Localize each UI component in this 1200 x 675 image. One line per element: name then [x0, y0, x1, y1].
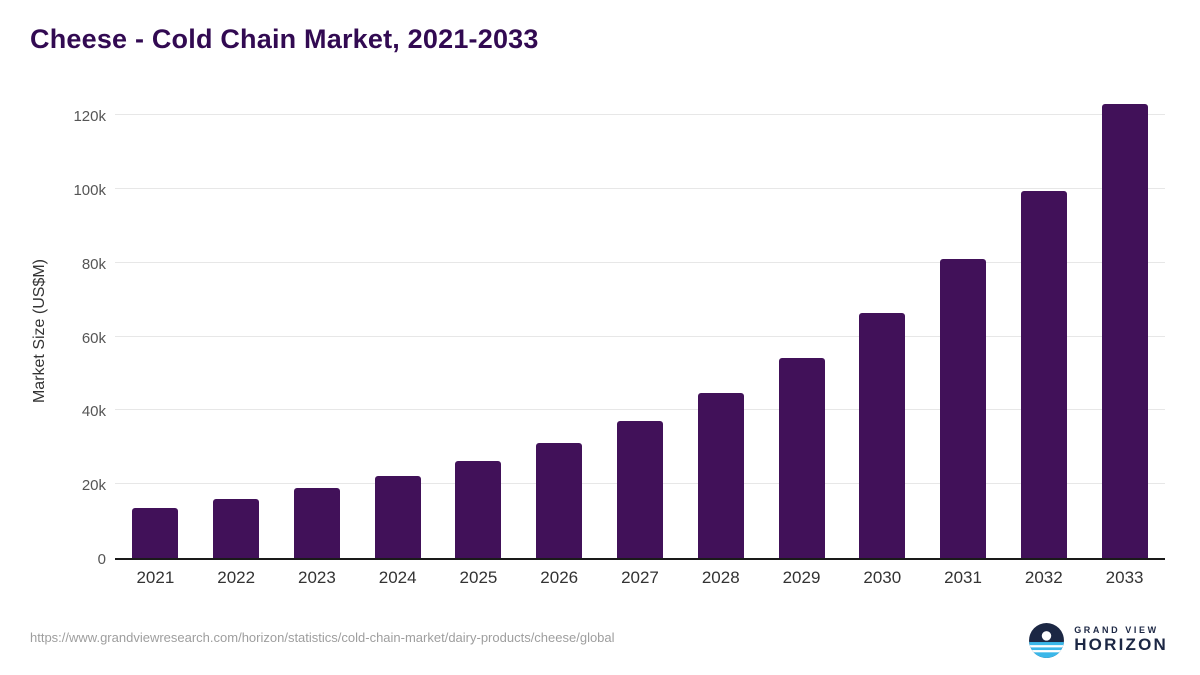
y-tick-label: 40k — [81, 403, 106, 421]
bars-container — [115, 100, 1165, 558]
bar-slot — [600, 100, 681, 558]
x-axis-tick-labels: 2021 2022 2023 2024 2025 2026 2027 2028 2029 2030… — [115, 568, 1165, 588]
bar-2032 — [1020, 191, 1067, 558]
bar-2028 — [697, 392, 744, 558]
bar-2031 — [940, 258, 987, 558]
bar-2021 — [132, 507, 179, 558]
bar-slot — [277, 100, 358, 558]
x-tick-label-2021: 2021 — [136, 568, 175, 587]
x-tick-label-2032: 2032 — [1024, 568, 1063, 587]
source-url: https://www.grandviewresearch.com/horizo… — [30, 630, 615, 645]
plot-area — [115, 100, 1165, 560]
y-axis-tick-labels: 0 20k 40k 60k 80k 100k 120k — [0, 100, 106, 568]
bar-2029 — [778, 357, 825, 558]
y-tick-label: 0 — [97, 551, 106, 568]
gridline — [115, 114, 1165, 115]
bar-slot — [1003, 100, 1084, 558]
y-tick-label: 120k — [73, 108, 106, 125]
brand-text: GRAND VIEW HORIZON — [1074, 625, 1168, 655]
bar-slot — [438, 100, 519, 558]
bar-2025 — [455, 461, 502, 558]
y-tick-label: 20k — [81, 477, 106, 495]
bar-slot — [519, 100, 600, 558]
bar-slot — [357, 100, 438, 558]
brand-name-top: GRAND VIEW — [1074, 625, 1159, 636]
bar-slot — [115, 100, 196, 558]
gridline — [115, 335, 1165, 337]
horizon-logo-icon — [1029, 623, 1065, 658]
x-tick-label-2031: 2031 — [944, 568, 982, 587]
x-tick-label-2026: 2026 — [540, 568, 579, 587]
bar-2030 — [859, 313, 906, 558]
x-tick-label-2025: 2025 — [459, 568, 498, 587]
x-tick-label-2022: 2022 — [217, 568, 256, 587]
bar-slot — [680, 100, 761, 558]
bar-2022 — [213, 498, 260, 558]
bar-2026 — [536, 442, 583, 558]
brand-name-bottom: HORIZON — [1074, 635, 1168, 655]
x-tick-label-2027: 2027 — [621, 568, 659, 587]
x-tick-label-2023: 2023 — [298, 568, 336, 587]
bar-2027 — [616, 420, 663, 558]
gridline — [115, 187, 1165, 189]
bar-2033 — [1101, 103, 1148, 558]
gridline — [115, 409, 1165, 411]
bar-2024 — [374, 476, 421, 558]
x-tick-label-2028: 2028 — [701, 568, 740, 587]
bar-slot — [196, 100, 277, 558]
y-tick-label: 80k — [81, 255, 106, 273]
bar-slot — [761, 100, 842, 558]
bar-slot — [842, 100, 923, 558]
brand-logo: GRAND VIEW HORIZON — [1028, 622, 1168, 659]
gridline — [115, 261, 1165, 263]
bar-slot — [923, 100, 1004, 558]
page-title: Cheese - Cold Chain Market, 2021-2033 — [30, 24, 539, 54]
x-tick-label-2029: 2029 — [782, 568, 821, 587]
bar-2023 — [293, 488, 340, 558]
x-tick-label-2030: 2030 — [863, 568, 902, 587]
bar-slot — [1084, 100, 1165, 558]
x-tick-label-2033: 2033 — [1105, 568, 1144, 587]
x-tick-label-2024: 2024 — [378, 568, 417, 587]
y-tick-label: 100k — [73, 181, 106, 199]
y-tick-label: 60k — [81, 329, 106, 347]
